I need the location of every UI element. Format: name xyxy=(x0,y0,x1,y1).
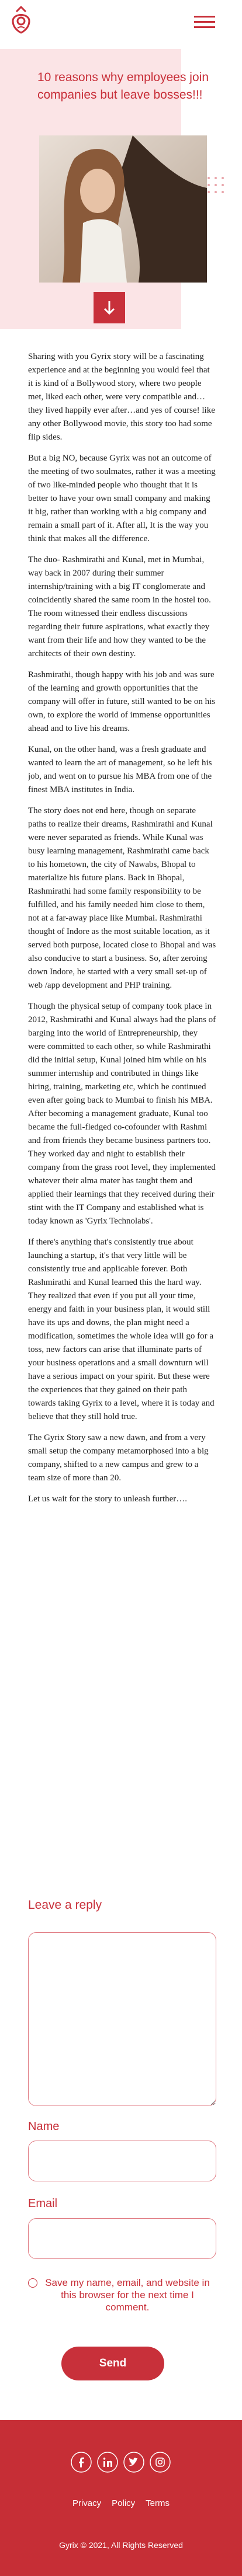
footer-link[interactable]: Terms xyxy=(146,2498,170,2508)
linkedin-icon[interactable] xyxy=(97,2452,118,2473)
copyright: Gyrix © 2021, All Rights Reserved xyxy=(59,2540,183,2550)
remember-label: Save my name, email, and website in this… xyxy=(45,2277,210,2313)
article-paragraph: The story does not end here, though on s… xyxy=(28,806,216,990)
article-paragraph: Sharing with you Gyrix story will be a f… xyxy=(28,352,215,442)
send-button[interactable]: Send xyxy=(61,2347,164,2380)
name-label: Name xyxy=(28,2120,60,2133)
email-label: Email xyxy=(28,2197,58,2210)
footer-links: Privacy Policy Terms xyxy=(0,2498,242,2508)
article-paragraph: Rashmirathi, though happy with his job a… xyxy=(28,670,216,733)
header xyxy=(12,5,216,34)
footer-link[interactable]: Policy xyxy=(112,2498,136,2508)
instagram-icon[interactable] xyxy=(150,2452,171,2473)
footer xyxy=(0,2420,242,2576)
scroll-down-button[interactable] xyxy=(94,292,125,323)
name-input[interactable] xyxy=(28,2141,216,2181)
logo[interactable] xyxy=(12,5,30,34)
email-input[interactable] xyxy=(28,2218,216,2259)
menu-button[interactable] xyxy=(193,15,216,28)
twitter-icon[interactable] xyxy=(123,2452,144,2473)
facebook-icon[interactable] xyxy=(71,2452,92,2473)
arrow-down-icon xyxy=(103,301,115,315)
article-paragraph: If there's anything that's consistently … xyxy=(28,1238,215,1421)
hero-image xyxy=(39,135,207,283)
article-paragraph: Though the physical setup of company too… xyxy=(28,1002,216,1226)
article: Sharing with you Gyrix story will be a f… xyxy=(28,350,216,1885)
hero-title: 10 reasons why employees join companies … xyxy=(37,71,209,102)
article-paragraph: The Gyrix Story saw a new dawn, and from… xyxy=(28,1433,209,1483)
article-paragraph: Let us wait for the story to unleash fur… xyxy=(28,1494,188,1504)
social-icons xyxy=(71,2452,171,2473)
remember-checkbox[interactable] xyxy=(28,2278,37,2288)
footer-link[interactable]: Privacy xyxy=(72,2498,102,2508)
article-paragraph: But a big NO, because Gyrix was not an o… xyxy=(28,454,216,543)
comment-textarea[interactable] xyxy=(28,1932,216,2106)
remember-option[interactable]: Save my name, email, and website in this… xyxy=(28,2277,213,2313)
article-paragraph: Kunal, on the other hand, was a fresh gr… xyxy=(28,745,212,794)
reply-heading: Leave a reply xyxy=(28,1898,102,1912)
article-paragraph: The duo- Rashmirathi and Kunal, met in M… xyxy=(28,555,211,658)
